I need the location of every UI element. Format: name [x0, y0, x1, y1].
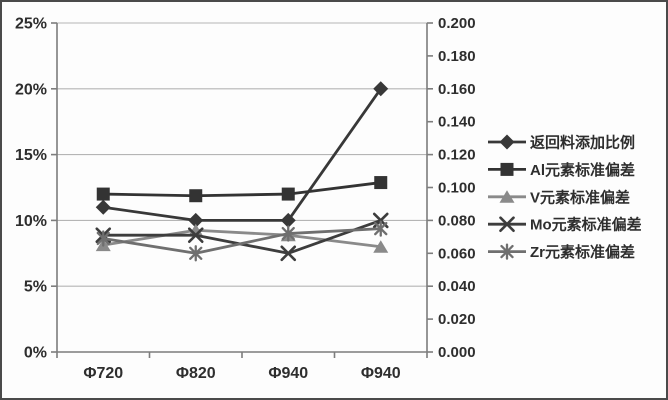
legend-label: 返回料添加比例 — [530, 134, 635, 152]
y-left-tick-label: 20% — [15, 81, 47, 98]
y-right-tick-label: 0.100 — [438, 180, 476, 197]
legend-label: Al元素标准偏差 — [530, 161, 635, 179]
x-axis-label: Φ820 — [176, 365, 216, 382]
legend-asterisk-icon — [500, 244, 514, 259]
y-right-tick-label: 0.060 — [438, 245, 476, 262]
series-line-4 — [103, 227, 381, 255]
square-marker-icon — [374, 176, 388, 190]
legend-x-icon — [499, 216, 515, 232]
y-left-tick-label: 15% — [15, 147, 47, 164]
y-right-tick-label: 0.140 — [438, 114, 476, 131]
y-right-tick-label: 0.040 — [438, 278, 476, 295]
x-axis-label: Φ720 — [83, 365, 123, 382]
y-right-tick-label: 0.120 — [438, 147, 476, 164]
diamond-marker-icon — [373, 81, 389, 97]
square-marker-icon — [189, 189, 203, 203]
square-marker-icon — [281, 187, 295, 201]
y-right-tick-label: 0.160 — [438, 81, 476, 98]
legend-diamond-icon — [499, 134, 515, 150]
legend-label: V元素标准偏差 — [530, 188, 630, 206]
series-line-2 — [103, 228, 381, 249]
legend-label: Zr元素标准偏差 — [530, 243, 635, 261]
x-marker-icon — [187, 227, 204, 244]
asterisk-marker-icon — [374, 221, 388, 236]
y-left-tick-label: 25% — [15, 16, 47, 33]
y-left-tick-label: 0% — [24, 345, 47, 362]
series-line-0 — [103, 87, 382, 222]
asterisk-marker-icon — [189, 246, 203, 260]
diamond-marker-icon — [95, 199, 111, 215]
square-marker-icon — [96, 187, 110, 201]
triangle-marker-icon — [373, 240, 389, 253]
diamond-marker-icon — [280, 212, 296, 228]
series-line-3 — [103, 219, 382, 255]
diamond-marker-icon — [188, 212, 204, 228]
series-line-1 — [103, 181, 381, 198]
y-right-tick-label: 0.180 — [438, 48, 476, 65]
y-left-tick-label: 5% — [24, 279, 47, 296]
y-left-tick-label: 10% — [15, 213, 47, 230]
legend-triangle-icon — [499, 190, 515, 203]
legend-label: Mo元素标准偏差 — [530, 216, 642, 234]
asterisk-marker-icon — [96, 231, 110, 246]
asterisk-marker-icon — [281, 226, 295, 241]
x-axis-label: Φ940 — [361, 365, 401, 382]
x-axis-label: Φ940 — [268, 365, 308, 382]
x-marker-icon — [280, 245, 297, 262]
legend-square-icon — [500, 162, 514, 176]
y-right-tick-label: 0.200 — [438, 15, 476, 32]
y-right-tick-label: 0.000 — [438, 344, 476, 361]
y-right-tick-label: 0.080 — [438, 212, 476, 229]
y-right-tick-label: 0.020 — [438, 311, 476, 328]
